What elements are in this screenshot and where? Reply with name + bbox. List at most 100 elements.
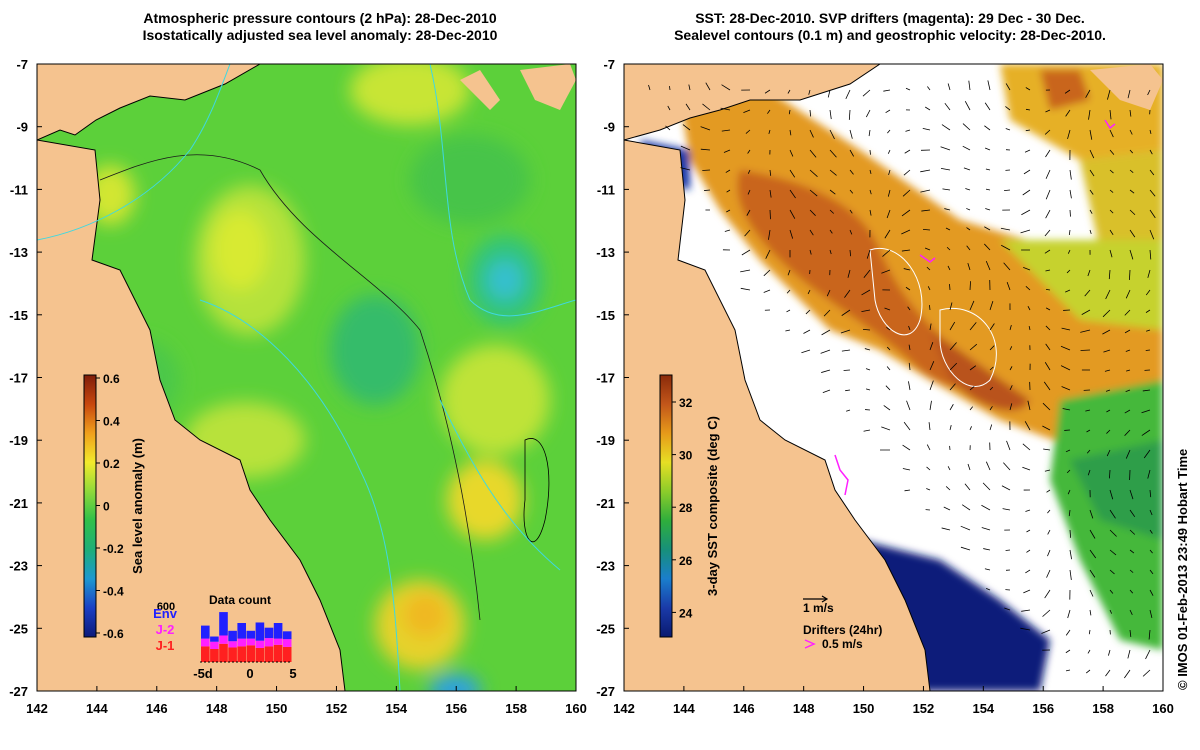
velocity-arrow [1000, 227, 1011, 231]
velocity-arrow [1129, 529, 1136, 535]
velocity-arrow [1009, 385, 1013, 391]
velocity-arrow [1109, 609, 1113, 614]
velocity-arrow [1147, 269, 1151, 278]
velocity-arrow [1149, 169, 1155, 176]
legend-j2: J-2 [156, 622, 175, 637]
velocity-arrow [1044, 469, 1051, 472]
velocity-arrow [969, 386, 975, 391]
velocity-arrow [1001, 244, 1011, 251]
velocity-arrow [1069, 549, 1072, 560]
right-map-title: SST: 28-Dec-2010. SVP drifters (magenta)… [600, 10, 1180, 44]
velocity-arrow [886, 327, 891, 331]
velocity-arrow [969, 300, 975, 311]
right-title-line2: Sealevel contours (0.1 m) and geostrophi… [674, 27, 1106, 43]
velocity-arrow [1025, 569, 1031, 574]
velocity-arrow [984, 147, 991, 151]
drifter-speed-label: 0.5 m/s [822, 637, 863, 651]
solomon-islands-land [1090, 64, 1163, 110]
svp-drifter-track [1104, 119, 1116, 130]
lon-tick-label: 158 [1092, 701, 1114, 716]
lat-tick-label: -27 [9, 684, 28, 699]
velocity-arrow [969, 426, 972, 431]
velocity-arrow [883, 89, 891, 92]
velocity-arrow [982, 482, 991, 491]
velocity-arrow [1129, 109, 1132, 117]
velocity-arrow [1005, 106, 1011, 111]
count-bar-j1 [282, 646, 292, 662]
velocity-arrow [865, 109, 871, 118]
velocity-arrow [1129, 509, 1136, 518]
velocity-arrow [1146, 329, 1151, 332]
velocity-arrow [1106, 429, 1111, 434]
velocity-arrow [700, 148, 711, 151]
velocity-arrow [1086, 449, 1091, 454]
velocity-arrow [961, 504, 971, 511]
velocity-arrow [985, 260, 991, 271]
velocity-arrow [747, 189, 751, 195]
velocity-arrow [740, 269, 751, 273]
velocity-arrow [809, 249, 812, 255]
velocity-arrow [1124, 669, 1131, 679]
velocity-arrow [826, 289, 831, 297]
velocity-arrow [989, 345, 995, 351]
velocity-arrow [1044, 249, 1051, 254]
velocity-arrow [1062, 408, 1071, 411]
velocity-arrow [808, 89, 811, 95]
velocity-arrow [1124, 309, 1131, 316]
velocity-arrow [964, 101, 971, 111]
lat-tick-label: -9 [16, 120, 28, 135]
colorbar-tick-label: 32 [679, 396, 693, 410]
velocity-arrow [1005, 128, 1011, 131]
velocity-arrow [1006, 440, 1011, 451]
velocity-arrow [1023, 589, 1031, 594]
velocity-arrow [765, 249, 771, 259]
velocity-arrow [904, 149, 911, 154]
velocity-arrow [927, 86, 931, 91]
lon-tick-label: 152 [913, 701, 935, 716]
velocity-arrow [903, 169, 911, 176]
velocity-arrow [1042, 425, 1051, 431]
velocity-arrow [1047, 549, 1051, 557]
velocity-arrow [887, 189, 891, 197]
velocity-arrow [1142, 669, 1151, 677]
velocity-arrow [682, 124, 691, 131]
velocity-arrow [1109, 589, 1114, 594]
velocity-arrow [981, 527, 991, 531]
velocity-arrow [1065, 109, 1071, 117]
velocity-arrow [721, 84, 731, 91]
australia-land [624, 140, 930, 691]
velocity-arrow [1085, 669, 1091, 674]
velocity-arrow [926, 466, 931, 471]
velocity-arrow [903, 421, 911, 431]
velocity-arrow [667, 105, 671, 111]
lon-tick-label: 146 [733, 701, 755, 716]
lat-tick-label: -11 [597, 182, 615, 197]
velocity-arrow [901, 249, 911, 252]
count-bar-j2 [210, 641, 219, 649]
velocity-arrow [1080, 349, 1091, 351]
velocity-arrow [688, 84, 691, 91]
velocity-arrow [907, 306, 911, 311]
velocity-arrow [989, 406, 993, 411]
velocity-arrow [905, 286, 911, 291]
pressure-contour [429, 64, 576, 317]
velocity-arrow [1145, 309, 1151, 313]
velocity-arrow [942, 188, 951, 191]
velocity-arrow [1129, 189, 1135, 194]
velocity-arrow [680, 145, 691, 151]
velocity-arrow [1044, 362, 1051, 371]
velocity-arrow [1129, 569, 1134, 573]
svp-drifter-track [834, 454, 849, 496]
velocity-arrow [940, 146, 951, 151]
velocity-arrow [1109, 469, 1111, 479]
velocity-arrow [700, 126, 711, 131]
velocity-arrow [1129, 209, 1136, 216]
velocity-arrow [829, 129, 835, 140]
velocity-arrow [981, 504, 991, 511]
velocity-arrow [905, 129, 911, 132]
velocity-arrow [1086, 429, 1091, 433]
velocity-arrow [968, 80, 971, 91]
velocity-arrow [809, 109, 812, 117]
velocity-arrow [902, 189, 911, 197]
velocity-arrow [1145, 349, 1151, 351]
